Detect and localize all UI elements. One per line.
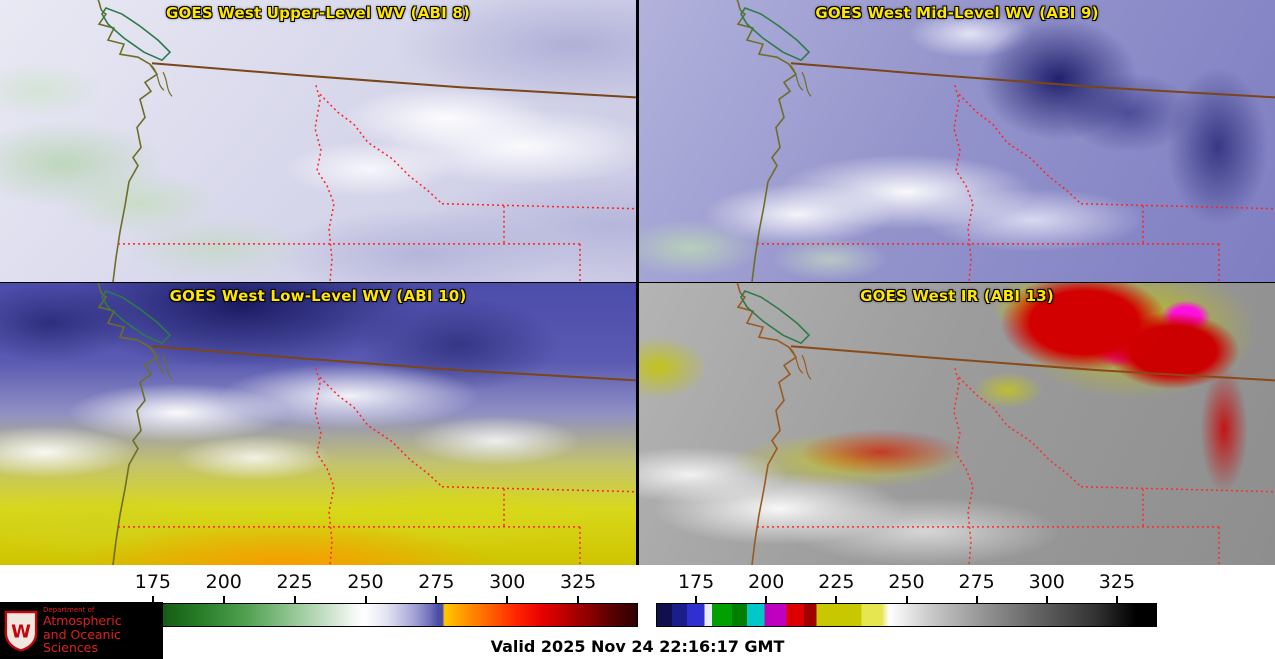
map-overlay-icon: [639, 0, 1275, 282]
logo-dept-line2: and Oceanic Sciences: [43, 626, 121, 655]
tick-label: 250: [888, 571, 925, 593]
ir-colorbar: 175 200 225 250 275 300 325: [656, 565, 1157, 659]
tick-mark: [835, 596, 838, 603]
valid-time: Valid 2025 Nov 24 22:16:17 GMT: [490, 637, 785, 656]
tick-mark: [222, 596, 225, 603]
map-overlay-icon: [0, 0, 636, 282]
uw-aos-logo: W Department of Atmospheric and Oceanic …: [0, 602, 163, 659]
panel-mid-level-wv: GOES West Mid-Level WV (ABI 9): [639, 0, 1275, 282]
tick-label: 325: [560, 571, 597, 593]
tick-label: 200: [748, 571, 785, 593]
map-overlay-icon: [0, 283, 636, 565]
tick-label: 300: [489, 571, 526, 593]
panel-upper-level-wv: GOES West Upper-Level WV (ABI 8): [0, 0, 636, 282]
ir-gradient-bar: [656, 603, 1157, 627]
wv-gradient-bar: [113, 603, 638, 627]
wv-colorbar: 175 200 225 250 275 300 325: [113, 565, 638, 659]
panel-title: GOES West Mid-Level WV (ABI 9): [815, 4, 1099, 22]
tick-label: 250: [347, 571, 384, 593]
logo-text: Department of Atmospheric and Oceanic Sc…: [43, 606, 163, 655]
tick-mark: [975, 596, 978, 603]
tick-label: 300: [1028, 571, 1065, 593]
tick-label: 275: [418, 571, 455, 593]
tick-label: 175: [677, 571, 715, 593]
footer: 175 200 225 250 275 300 325 175 200 225 …: [0, 565, 1275, 659]
logo-dept-line1: Atmospheric: [43, 613, 122, 629]
tick-mark: [435, 596, 438, 603]
tick-mark: [577, 596, 580, 603]
tick-mark: [1045, 596, 1048, 603]
tick-mark: [905, 596, 908, 603]
panel-ir: GOES West IR (ABI 13): [639, 283, 1275, 565]
tick-mark: [765, 596, 768, 603]
crest-monogram: W: [11, 621, 31, 642]
panel-title: GOES West Upper-Level WV (ABI 8): [165, 4, 471, 22]
tick-label: 225: [818, 571, 855, 593]
panel-title: GOES West Low-Level WV (ABI 10): [169, 287, 467, 305]
map-overlay-icon: [639, 283, 1275, 565]
tick-mark: [1115, 596, 1118, 603]
satellite-panel-grid: GOES West Upper-Level WV (ABI 8) GOES We…: [0, 0, 1275, 565]
tick-mark: [293, 596, 296, 603]
tick-label: 200: [205, 571, 242, 593]
tick-label: 225: [276, 571, 313, 593]
panel-low-level-wv: GOES West Low-Level WV (ABI 10): [0, 283, 636, 565]
tick-mark: [364, 596, 367, 603]
tick-label: 325: [1098, 571, 1136, 593]
logo-dept-prefix: Department of: [43, 606, 95, 615]
tick-label: 175: [134, 571, 172, 593]
tick-mark: [695, 596, 698, 603]
tick-mark: [506, 596, 509, 603]
tick-mark: [151, 596, 154, 603]
panel-title: GOES West IR (ABI 13): [860, 287, 1054, 305]
tick-label: 275: [958, 571, 995, 593]
uw-crest-icon: W: [4, 610, 38, 652]
